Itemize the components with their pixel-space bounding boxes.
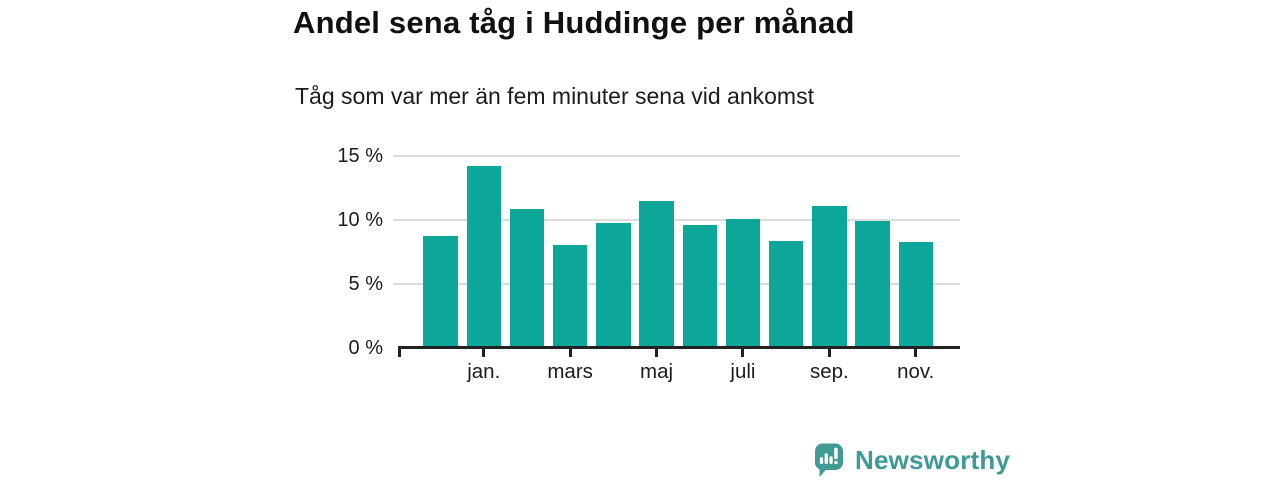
y-axis-label-10: 10 % — [337, 208, 383, 231]
x-axis-tick-mars — [568, 348, 572, 357]
bar-maj — [639, 200, 674, 349]
x-axis-tick-nov — [914, 348, 918, 357]
bar-juni — [682, 225, 717, 349]
x-axis-tick-origin — [397, 348, 401, 357]
y-axis-label-15: 15 % — [337, 144, 383, 167]
x-axis-label-sep: sep. — [809, 360, 849, 383]
bar-apr — [596, 222, 631, 349]
newsworthy-bubble-chart-icon — [810, 441, 847, 479]
bar-okt — [855, 221, 890, 349]
bar-feb — [509, 208, 545, 349]
x-axis-line — [397, 346, 960, 349]
newsworthy-wordmark: Newsworthy — [855, 444, 1011, 475]
bar-dec — [423, 235, 458, 349]
x-axis-label-maj: maj — [640, 360, 674, 383]
bar-jan — [466, 166, 501, 349]
bar-juli — [725, 218, 761, 349]
chart-subtitle: Tåg som var mer än fem minuter sena vid … — [295, 83, 814, 109]
page-title: Andel sena tåg i Huddinge per månad — [293, 5, 855, 40]
x-axis-tick-maj — [655, 348, 659, 357]
bar-sep — [812, 206, 847, 349]
y-axis-label-5: 5 % — [348, 272, 383, 295]
y-axis-label-0: 0 % — [348, 337, 383, 359]
gridline-10 — [393, 219, 960, 222]
gridline-15 — [393, 155, 960, 157]
bar-nov — [898, 241, 933, 349]
x-axis-tick-juli — [741, 348, 745, 357]
bar-aug — [768, 240, 804, 349]
x-axis-tick-sep — [827, 348, 831, 357]
x-axis-label-juli: juli — [730, 360, 756, 383]
x-axis-label-mars: mars — [547, 360, 593, 383]
gridline-5 — [393, 283, 960, 286]
x-axis-label-nov: nov. — [897, 360, 935, 383]
bar-mars — [552, 244, 588, 349]
x-axis-tick-jan — [482, 348, 486, 357]
x-axis-label-jan: jan. — [467, 360, 501, 383]
newsworthy-logo: Newsworthy — [810, 441, 1010, 479]
